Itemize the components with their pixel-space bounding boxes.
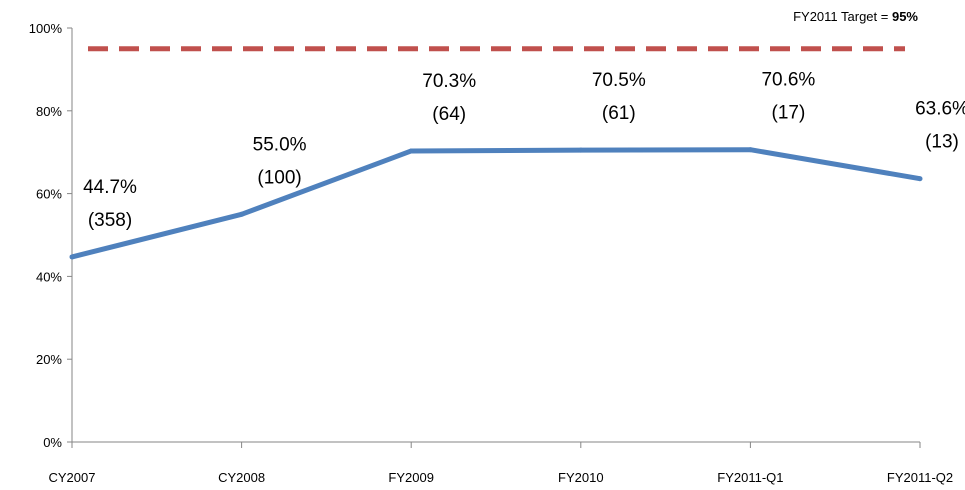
- x-tick-label: CY2007: [49, 470, 96, 485]
- data-label-percent: 70.3%: [422, 71, 476, 92]
- x-tick-label: FY2010: [558, 470, 604, 485]
- data-point: [578, 147, 584, 153]
- x-tick-label: FY2011-Q2: [887, 470, 953, 485]
- data-point: [69, 254, 75, 260]
- y-tick-label: 0%: [43, 435, 62, 450]
- data-label-percent: 44.7%: [83, 177, 137, 198]
- y-tick-label: 60%: [36, 187, 62, 202]
- data-label-count: (64): [432, 104, 466, 125]
- data-label-percent: 70.5%: [592, 70, 646, 91]
- data-point: [408, 148, 414, 154]
- data-label-percent: 63.6%: [915, 99, 965, 120]
- data-label-percent: 70.6%: [761, 70, 815, 91]
- data-label-count: (13): [925, 132, 959, 153]
- target-label: FY2011 Target = 95%: [793, 9, 918, 24]
- y-tick-label: 20%: [36, 352, 62, 367]
- x-tick-label: CY2008: [218, 470, 265, 485]
- data-label-percent: 55.0%: [253, 134, 307, 155]
- data-label-count: (100): [257, 167, 301, 188]
- data-point: [917, 176, 923, 182]
- y-tick-label: 40%: [36, 269, 62, 284]
- series-line: [71, 147, 921, 260]
- x-tick-label: FY2009: [388, 470, 434, 485]
- data-label-count: (358): [88, 210, 132, 231]
- data-point: [747, 147, 753, 153]
- data-label-count: (17): [772, 103, 806, 124]
- y-tick-label: 100%: [29, 21, 63, 36]
- target-label-prefix: FY2011 Target =: [793, 9, 892, 24]
- y-tick-label: 80%: [36, 104, 62, 119]
- target-label-value: 95%: [892, 9, 918, 24]
- data-label-count: (61): [602, 103, 636, 124]
- x-tick-label: FY2011-Q1: [717, 470, 783, 485]
- data-point: [239, 211, 245, 217]
